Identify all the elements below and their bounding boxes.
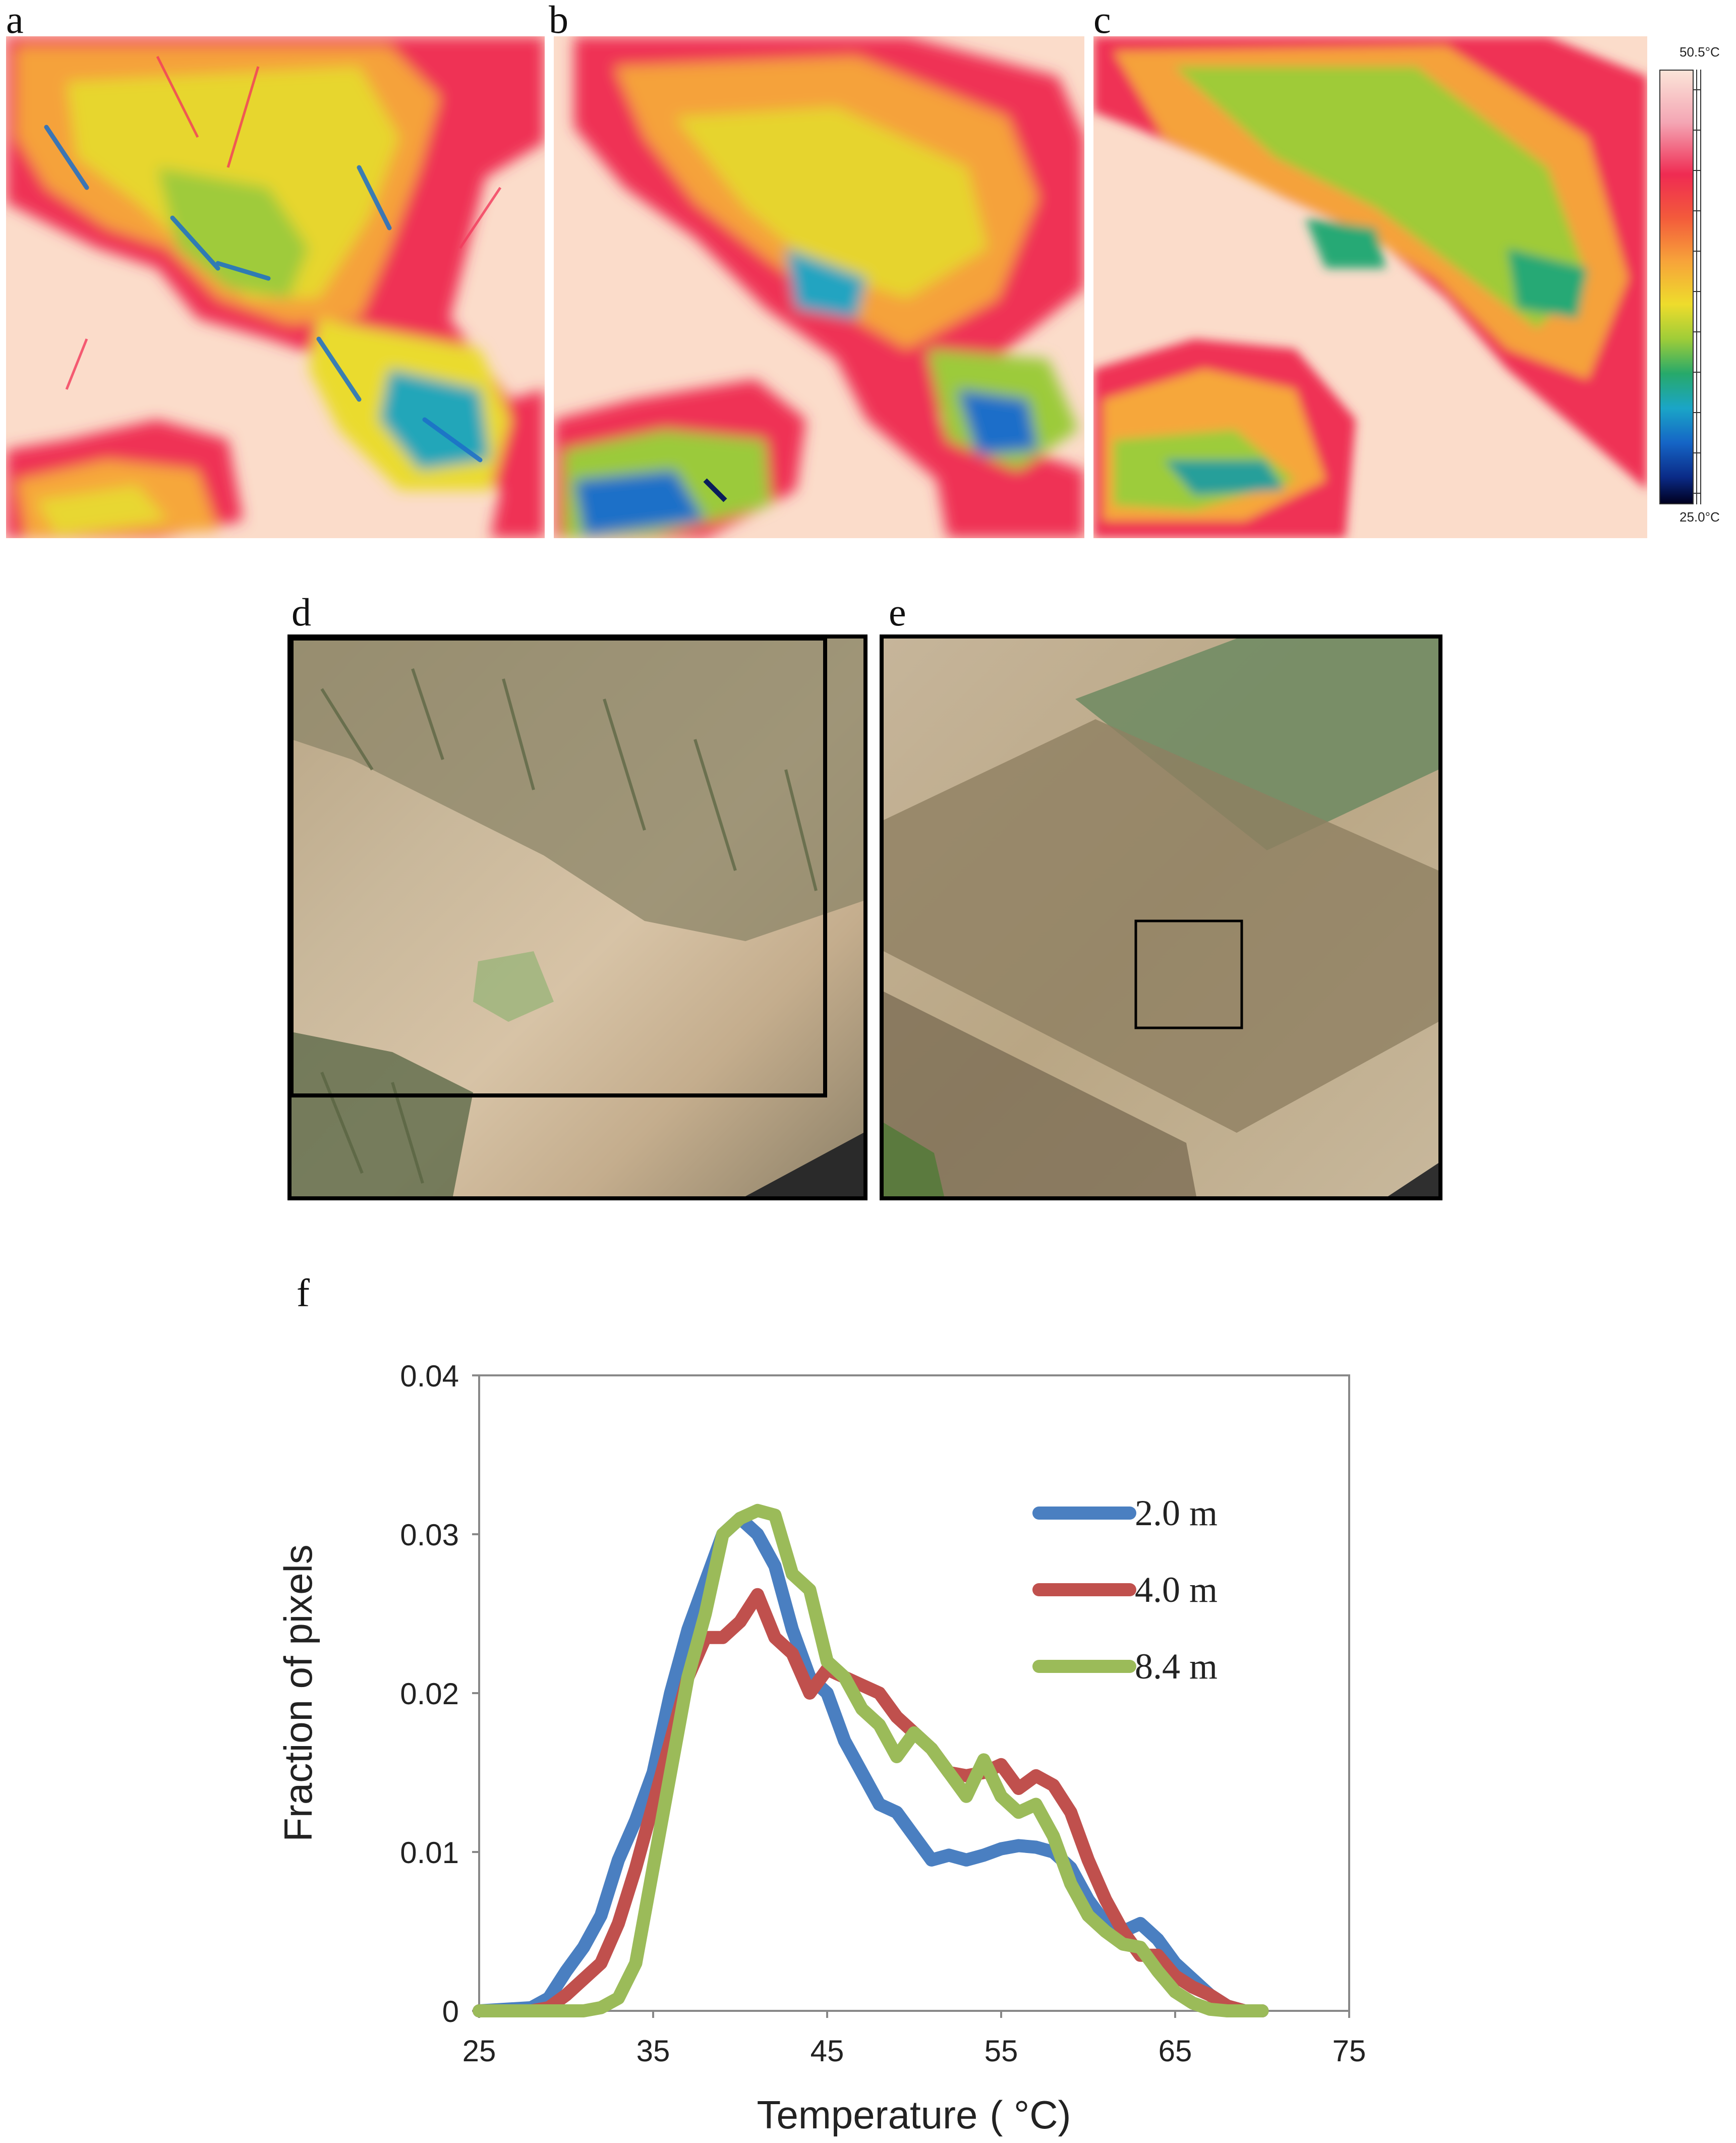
x-axis-label-unit: ( °C): [990, 2093, 1071, 2137]
legend-label: 4.0 m: [1135, 1570, 1218, 1610]
colorbar-min-label: 25.0°C: [1680, 509, 1720, 525]
thermal-image-4m: [554, 36, 1084, 538]
y-tick-label: 0.01: [400, 1836, 459, 1870]
colorbar-max-label: 50.5°C: [1680, 44, 1720, 60]
zoom-region-box: [1134, 919, 1243, 1029]
panel-label-c: c: [1093, 0, 1111, 41]
thermal-image-8m: [1093, 36, 1647, 538]
colorbar-ticks: [1694, 70, 1701, 504]
photo-close-up: [287, 634, 867, 1200]
legend: 2.0 m 4.0 m 8.4 m: [1032, 1493, 1218, 1687]
x-tick-label: 75: [1333, 2034, 1366, 2068]
panel-label-a: a: [6, 0, 24, 41]
panel-label-b: b: [549, 0, 568, 41]
plot-area: [478, 1374, 1350, 2012]
x-axis-label: Temperature ( °C): [757, 2093, 1071, 2137]
x-tick-label: 35: [636, 2034, 670, 2068]
y-tick-label: 0.04: [400, 1359, 459, 1393]
y-tick-label: 0: [442, 1995, 459, 2029]
panel-label-f: f: [297, 1271, 310, 1315]
panel-label-e: e: [889, 590, 906, 634]
temperature-histogram-chart: 0 0.01 0.02 0.03 0.04 25 35 45 55 65 75 2.0 m 4.0 …: [276, 1359, 1366, 2137]
x-axis-ticks: 25 35 45 55 65 75: [462, 2011, 1366, 2068]
x-tick-label: 55: [985, 2034, 1018, 2068]
legend-label: 8.4 m: [1135, 1646, 1218, 1687]
x-tick-label: 45: [811, 2034, 844, 2068]
temperature-colorbar: [1659, 70, 1694, 504]
x-tick-label: 25: [462, 2034, 496, 2068]
x-tick-label: 65: [1159, 2034, 1192, 2068]
series-line-2-0-m: [473, 1512, 1269, 2017]
photo-overview: [880, 634, 1442, 1200]
series-lines: [473, 1503, 1269, 2017]
legend-label: 2.0 m: [1135, 1493, 1218, 1533]
panel-label-d: d: [292, 590, 311, 634]
series-line-8-4-m: [473, 1503, 1269, 2017]
thermal-image-2m: [6, 36, 545, 538]
x-axis-label-text: Temperature: [757, 2093, 977, 2137]
y-axis-ticks: 0 0.01 0.02 0.03 0.04: [400, 1359, 479, 2029]
y-axis-label: Fraction of pixels: [276, 1544, 320, 1842]
y-tick-label: 0.02: [400, 1677, 459, 1711]
y-tick-label: 0.03: [400, 1518, 459, 1552]
